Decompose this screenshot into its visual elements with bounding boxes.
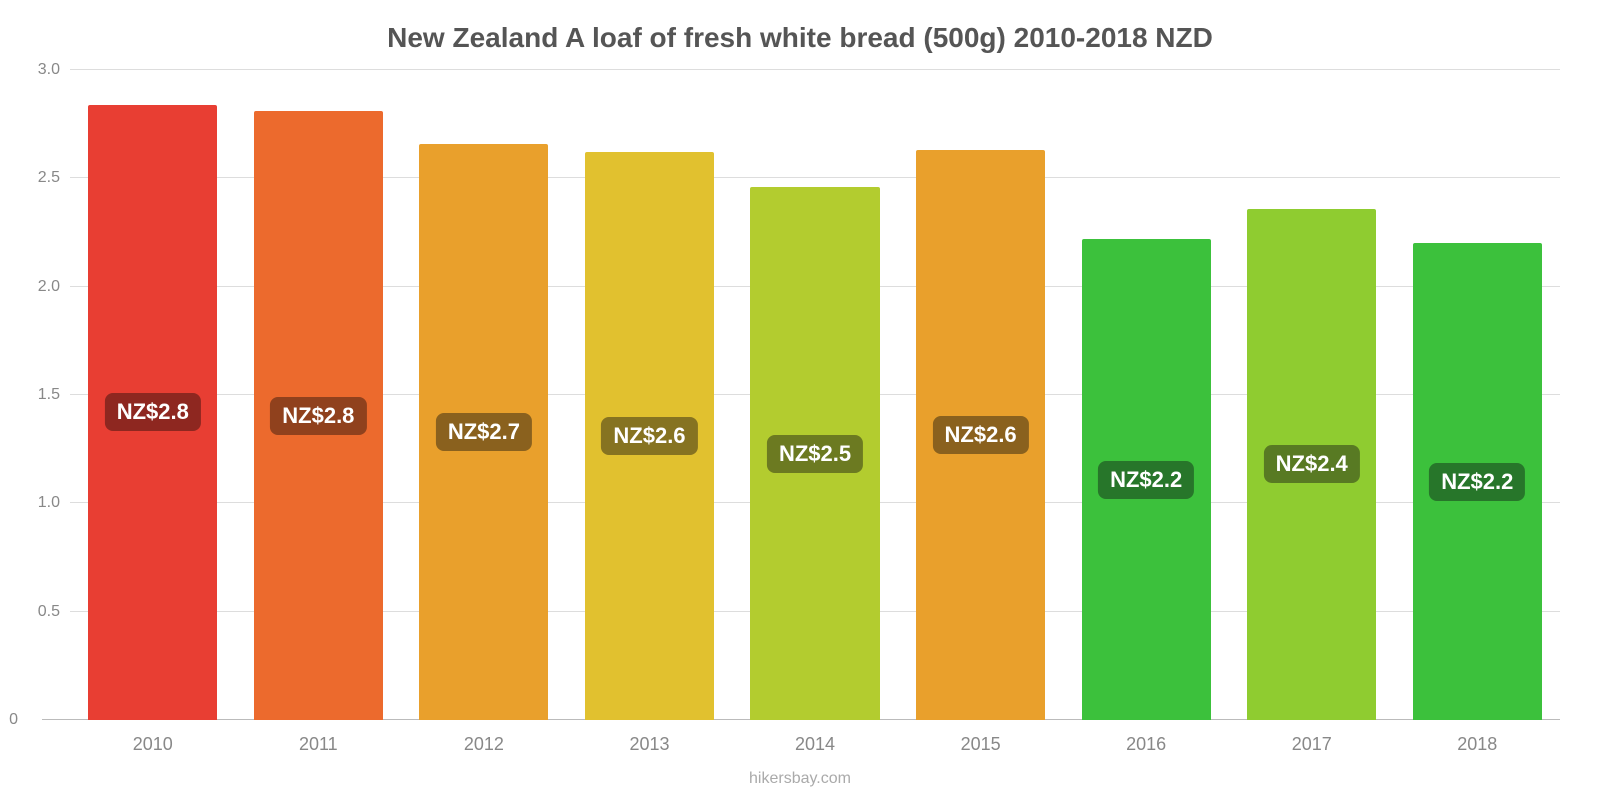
bar: NZ$2.4 bbox=[1247, 209, 1376, 720]
x-tick-label: 2017 bbox=[1292, 734, 1332, 755]
bar-value-badge: NZ$2.6 bbox=[601, 417, 697, 455]
y-tick-label: 0 bbox=[9, 711, 28, 729]
bar-value-badge: NZ$2.6 bbox=[933, 416, 1029, 454]
bar: NZ$2.6 bbox=[916, 150, 1045, 720]
x-tick-label: 2012 bbox=[464, 734, 504, 755]
bar: NZ$2.8 bbox=[88, 105, 217, 720]
bar: NZ$2.8 bbox=[254, 111, 383, 720]
x-tick-label: 2010 bbox=[133, 734, 173, 755]
x-tick-label: 2015 bbox=[961, 734, 1001, 755]
bar-slot: NZ$2.62013 bbox=[567, 70, 733, 720]
bar-slot: NZ$2.22016 bbox=[1063, 70, 1229, 720]
bars-container: NZ$2.82010NZ$2.82011NZ$2.72012NZ$2.62013… bbox=[70, 70, 1560, 720]
y-tick-label: 1.5 bbox=[38, 386, 70, 404]
bar-slot: NZ$2.22018 bbox=[1395, 70, 1561, 720]
bar-value-badge: NZ$2.5 bbox=[767, 435, 863, 473]
bar-slot: NZ$2.62015 bbox=[898, 70, 1064, 720]
bar: NZ$2.2 bbox=[1413, 243, 1542, 720]
bar: NZ$2.5 bbox=[750, 187, 879, 720]
bar: NZ$2.7 bbox=[419, 144, 548, 720]
bar: NZ$2.6 bbox=[585, 152, 714, 720]
bar-chart: New Zealand A loaf of fresh white bread … bbox=[0, 0, 1600, 800]
bar-value-badge: NZ$2.7 bbox=[436, 413, 532, 451]
x-tick-label: 2011 bbox=[299, 734, 338, 755]
plot-area: 0.51.01.52.02.53.0 0 NZ$2.82010NZ$2.8201… bbox=[70, 70, 1560, 720]
bar-value-badge: NZ$2.2 bbox=[1429, 463, 1525, 501]
bar-value-badge: NZ$2.4 bbox=[1264, 445, 1360, 483]
bar-slot: NZ$2.42017 bbox=[1229, 70, 1395, 720]
bar: NZ$2.2 bbox=[1082, 239, 1211, 720]
bar-slot: NZ$2.82010 bbox=[70, 70, 236, 720]
y-tick-label: 2.0 bbox=[38, 278, 70, 296]
y-tick-label: 0.5 bbox=[38, 603, 70, 621]
y-tick-label: 2.5 bbox=[38, 169, 70, 187]
x-tick-label: 2016 bbox=[1126, 734, 1166, 755]
bar-value-badge: NZ$2.8 bbox=[105, 393, 201, 431]
bar-value-badge: NZ$2.8 bbox=[270, 397, 366, 435]
y-tick-label: 3.0 bbox=[38, 61, 70, 79]
x-tick-label: 2013 bbox=[629, 734, 669, 755]
bar-slot: NZ$2.82011 bbox=[236, 70, 402, 720]
bar-value-badge: NZ$2.2 bbox=[1098, 461, 1194, 499]
y-tick-label: 1.0 bbox=[38, 494, 70, 512]
bar-slot: NZ$2.72012 bbox=[401, 70, 567, 720]
chart-title: New Zealand A loaf of fresh white bread … bbox=[0, 0, 1600, 54]
x-tick-label: 2018 bbox=[1457, 734, 1497, 755]
x-tick-label: 2014 bbox=[795, 734, 835, 755]
attribution-text: hikersbay.com bbox=[0, 770, 1600, 788]
bar-slot: NZ$2.52014 bbox=[732, 70, 898, 720]
